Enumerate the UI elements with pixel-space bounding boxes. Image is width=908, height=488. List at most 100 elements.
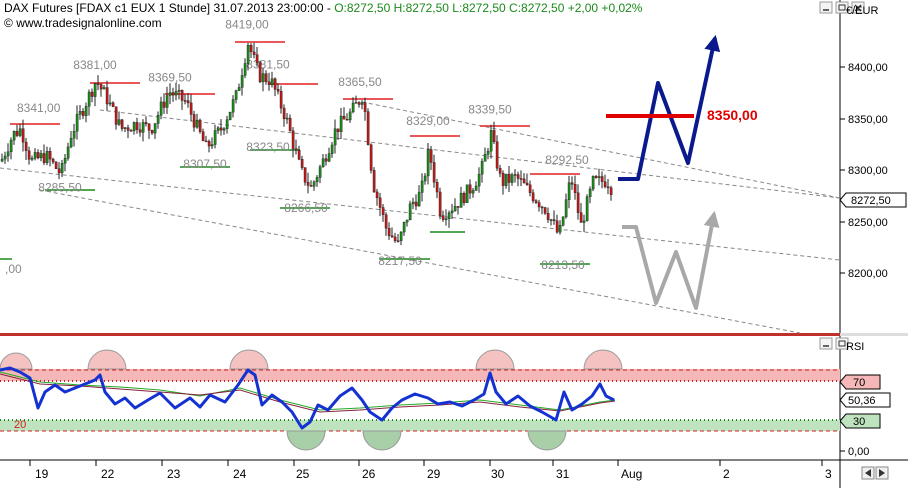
candle-body bbox=[324, 158, 328, 162]
candle-body bbox=[564, 199, 568, 218]
candle-body bbox=[177, 90, 181, 92]
overbought-band bbox=[0, 369, 840, 381]
candle-body bbox=[114, 106, 118, 125]
candle-body bbox=[330, 144, 334, 154]
candle-body bbox=[12, 131, 16, 141]
price-label: 8341,00 bbox=[17, 101, 61, 115]
candle-body bbox=[249, 45, 253, 53]
candle-body bbox=[375, 191, 379, 199]
price-tick: 8200,00 bbox=[848, 268, 888, 280]
candle-body bbox=[237, 87, 241, 91]
candle-body bbox=[489, 130, 493, 152]
price-label: 8369,50 bbox=[148, 70, 192, 84]
oversold-marker bbox=[527, 430, 567, 451]
candle-body bbox=[54, 161, 58, 169]
candle-body bbox=[279, 90, 283, 109]
maximize-icon-rsi[interactable] bbox=[835, 337, 849, 350]
candle-body bbox=[207, 141, 211, 147]
candle-body bbox=[45, 150, 49, 163]
bullish-scenario-arrow bbox=[618, 34, 721, 181]
candle-body bbox=[195, 119, 199, 128]
candle-body bbox=[303, 167, 307, 183]
candle-body bbox=[243, 63, 247, 76]
candle-body bbox=[240, 75, 244, 88]
x-tick: 19 bbox=[35, 467, 49, 481]
candle-body bbox=[228, 111, 232, 120]
close-icon[interactable] bbox=[851, 1, 865, 14]
candle-body bbox=[588, 188, 592, 198]
channel-line-top bbox=[361, 101, 841, 199]
x-tick: 30 bbox=[491, 467, 505, 481]
candle-body bbox=[282, 107, 286, 120]
x-tick: 29 bbox=[427, 467, 441, 481]
x-tick: 26 bbox=[362, 467, 376, 481]
candle-body bbox=[246, 45, 250, 64]
bearish-scenario-arrow bbox=[622, 210, 720, 310]
price-label: 8381,50 bbox=[246, 58, 290, 72]
candle-body bbox=[309, 185, 313, 187]
candle-body bbox=[108, 102, 112, 105]
candle-body bbox=[111, 102, 115, 107]
candle-body bbox=[159, 101, 163, 116]
x-tick: 25 bbox=[296, 467, 310, 481]
candle-body bbox=[84, 106, 88, 116]
price-label: 8307,50 bbox=[183, 157, 227, 171]
candle-body bbox=[315, 177, 319, 183]
minimize-icon[interactable] bbox=[819, 1, 833, 14]
candle-body bbox=[339, 115, 343, 132]
candle-body bbox=[516, 174, 520, 179]
candle-body bbox=[168, 92, 172, 96]
candle-body bbox=[525, 182, 529, 185]
candle-body bbox=[513, 174, 517, 176]
candle-body bbox=[90, 91, 94, 97]
candle-body bbox=[405, 219, 409, 223]
candle-body bbox=[201, 131, 205, 142]
candle-body bbox=[273, 78, 277, 90]
candle-body bbox=[447, 212, 451, 219]
candle-body bbox=[3, 155, 7, 160]
candle-body bbox=[528, 184, 532, 193]
candle-body bbox=[33, 152, 37, 159]
candle-body bbox=[126, 127, 130, 131]
price-label: 8323,50 bbox=[246, 140, 290, 154]
candle-body bbox=[261, 73, 265, 83]
candle-body bbox=[300, 159, 304, 168]
candle-body bbox=[69, 138, 73, 148]
overbought-marker bbox=[87, 349, 127, 370]
candle-body bbox=[222, 128, 226, 131]
x-tick: 24 bbox=[233, 467, 247, 481]
minimize-icon-rsi[interactable] bbox=[819, 337, 833, 350]
candle-body bbox=[270, 78, 274, 85]
rsi-tick-70: 70 bbox=[853, 377, 865, 389]
candle-body bbox=[609, 187, 613, 195]
oversold-marker bbox=[286, 430, 326, 451]
candle-body bbox=[483, 154, 487, 162]
rsi-line bbox=[0, 366, 615, 430]
candle-body bbox=[24, 141, 28, 151]
candle-body bbox=[87, 91, 91, 107]
candle-body bbox=[165, 95, 169, 108]
candle-body bbox=[57, 168, 61, 174]
candle-body bbox=[576, 192, 580, 213]
candle-body bbox=[30, 157, 34, 160]
candle-body bbox=[21, 128, 25, 143]
scroll-right-icon[interactable] bbox=[875, 466, 889, 480]
candle-body bbox=[189, 102, 193, 115]
candle-body bbox=[531, 192, 535, 201]
candle-body bbox=[66, 146, 70, 159]
candle-body bbox=[459, 192, 463, 208]
candle-body bbox=[411, 201, 415, 205]
candle-body bbox=[498, 167, 502, 174]
candle-body bbox=[399, 231, 403, 241]
candle-body bbox=[591, 176, 595, 190]
candle-body bbox=[534, 200, 538, 203]
candle-body bbox=[348, 111, 352, 121]
oversold-marker bbox=[362, 430, 402, 451]
candle-body bbox=[27, 150, 31, 160]
candle-body bbox=[600, 176, 604, 182]
price-tick: 8350,00 bbox=[848, 114, 888, 126]
maximize-icon[interactable] bbox=[835, 1, 849, 14]
scroll-left-icon[interactable] bbox=[861, 466, 875, 480]
candle-body bbox=[582, 220, 586, 223]
candle-body bbox=[579, 212, 583, 223]
